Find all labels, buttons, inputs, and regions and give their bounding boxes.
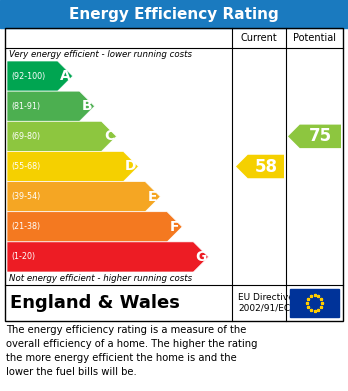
Text: (81-91): (81-91) <box>11 102 40 111</box>
Text: F: F <box>170 220 180 234</box>
Text: G: G <box>195 250 207 264</box>
Bar <box>0 0 348 28</box>
Text: B: B <box>82 99 92 113</box>
Text: overall efficiency of a home. The higher the rating: overall efficiency of a home. The higher… <box>6 339 258 349</box>
Text: Energy Efficiency Rating: Energy Efficiency Rating <box>69 7 279 22</box>
Text: A: A <box>60 69 71 83</box>
Polygon shape <box>288 125 341 148</box>
Text: 2002/91/EC: 2002/91/EC <box>238 303 290 312</box>
Polygon shape <box>7 151 139 181</box>
Polygon shape <box>7 61 73 91</box>
Text: EU Directive: EU Directive <box>238 294 294 303</box>
Bar <box>290 289 339 317</box>
Polygon shape <box>7 91 95 121</box>
Text: Potential: Potential <box>293 33 336 43</box>
Text: (92-100): (92-100) <box>11 72 45 81</box>
Bar <box>5 28 343 321</box>
Text: 58: 58 <box>254 158 277 176</box>
Text: 75: 75 <box>309 127 332 145</box>
Polygon shape <box>236 155 284 178</box>
Text: (21-38): (21-38) <box>11 222 40 231</box>
Text: (1-20): (1-20) <box>11 253 35 262</box>
Text: E: E <box>148 190 158 204</box>
Text: The energy efficiency rating is a measure of the: The energy efficiency rating is a measur… <box>6 325 246 335</box>
Text: (39-54): (39-54) <box>11 192 40 201</box>
Polygon shape <box>7 121 117 151</box>
Text: Very energy efficient - lower running costs: Very energy efficient - lower running co… <box>9 50 192 59</box>
Polygon shape <box>7 242 208 272</box>
Text: lower the fuel bills will be.: lower the fuel bills will be. <box>6 367 137 377</box>
Text: the more energy efficient the home is and the: the more energy efficient the home is an… <box>6 353 237 363</box>
Polygon shape <box>7 212 182 242</box>
Text: C: C <box>104 129 114 143</box>
Text: Current: Current <box>240 33 277 43</box>
Text: England & Wales: England & Wales <box>10 294 180 312</box>
Text: Not energy efficient - higher running costs: Not energy efficient - higher running co… <box>9 274 192 283</box>
Text: (69-80): (69-80) <box>11 132 40 141</box>
Text: D: D <box>125 160 137 174</box>
Polygon shape <box>7 181 160 212</box>
Text: (55-68): (55-68) <box>11 162 40 171</box>
